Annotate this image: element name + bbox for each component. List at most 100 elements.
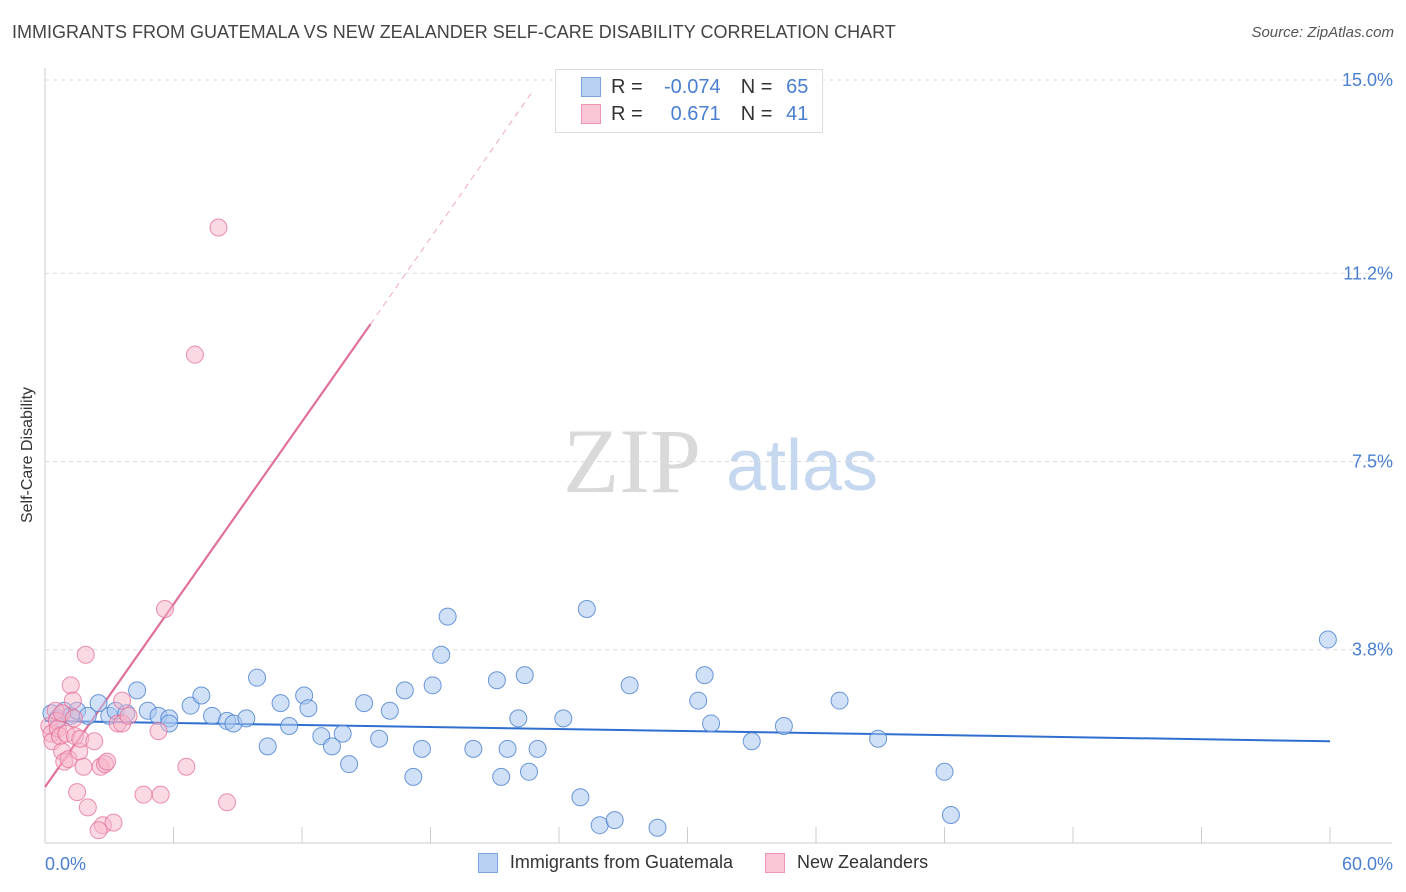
data-point-guatemala xyxy=(248,668,267,687)
data-point-new-zealander xyxy=(185,345,204,364)
data-point-guatemala xyxy=(528,739,547,758)
legend-n-value: 65 xyxy=(786,75,809,98)
data-point-guatemala xyxy=(1318,630,1337,649)
data-point-guatemala xyxy=(554,709,573,728)
data-point-new-zealander xyxy=(61,676,80,695)
y-tick-label: 7.5% xyxy=(1352,452,1393,472)
data-point-new-zealander xyxy=(74,757,93,776)
data-point-new-zealander xyxy=(149,722,168,741)
data-point-new-zealander xyxy=(177,757,196,776)
data-points xyxy=(40,218,1337,840)
data-point-guatemala xyxy=(830,691,849,710)
legend-series-name: New Zealanders xyxy=(797,852,929,872)
legend-item-new-zealanders[interactable]: New Zealanders xyxy=(765,852,928,873)
data-point-guatemala xyxy=(487,671,506,690)
y-tick-label: 3.8% xyxy=(1352,640,1393,660)
data-point-new-zealander xyxy=(98,752,117,771)
data-point-new-zealander xyxy=(104,813,123,832)
data-point-new-zealander xyxy=(155,600,174,619)
legend-row-new-zealanders: R = 0.671 N = 41 xyxy=(581,101,808,127)
data-point-guatemala xyxy=(271,694,290,713)
x-tick-label: 0.0% xyxy=(45,854,86,874)
data-point-guatemala xyxy=(509,709,528,728)
data-point-new-zealander xyxy=(64,709,83,728)
legend-row-guatemala: R = -0.074 N = 65 xyxy=(581,74,808,100)
data-point-guatemala xyxy=(333,724,352,743)
data-point-guatemala xyxy=(438,607,457,626)
data-point-guatemala xyxy=(192,686,211,705)
legend-item-guatemala[interactable]: Immigrants from Guatemala xyxy=(477,852,733,873)
data-point-new-zealander xyxy=(89,821,108,840)
trend-line-guatemala xyxy=(44,719,1331,743)
source-label: Source: ZipAtlas.com xyxy=(1251,24,1394,41)
legend-swatch-blue xyxy=(477,852,498,873)
legend-n-label: N = xyxy=(740,102,773,125)
chart-title: IMMIGRANTS FROM GUATEMALA VS NEW ZEALAND… xyxy=(12,22,896,42)
legend-r-label: R = xyxy=(611,75,643,98)
data-point-new-zealander xyxy=(209,218,228,237)
data-point-guatemala xyxy=(492,767,511,786)
watermark-atlas: atlas xyxy=(726,426,878,506)
data-point-new-zealander xyxy=(76,645,95,664)
data-point-guatemala xyxy=(432,645,451,664)
data-point-guatemala xyxy=(577,600,596,619)
data-point-new-zealander xyxy=(85,732,104,751)
data-point-new-zealander xyxy=(78,798,97,817)
data-point-new-zealander xyxy=(68,783,87,802)
data-point-guatemala xyxy=(648,818,667,837)
series-legend: Immigrants from Guatemala New Zealanders xyxy=(0,852,1406,873)
data-point-guatemala xyxy=(742,732,761,751)
legend-series-name: Immigrants from Guatemala xyxy=(509,852,733,872)
data-point-guatemala xyxy=(935,762,954,781)
data-point-guatemala xyxy=(237,709,256,728)
legend-r-label: R = xyxy=(611,102,643,125)
data-point-guatemala xyxy=(89,694,108,713)
data-point-guatemala xyxy=(395,681,414,700)
trend-line-new-zealanders-extension xyxy=(370,89,534,325)
data-point-new-zealander xyxy=(113,691,132,710)
data-point-guatemala xyxy=(620,676,639,695)
grid xyxy=(45,79,1392,651)
data-point-guatemala xyxy=(571,788,590,807)
legend-n-label: N = xyxy=(740,75,773,98)
data-point-guatemala xyxy=(689,691,708,710)
data-point-guatemala xyxy=(380,701,399,720)
data-point-guatemala xyxy=(203,706,222,725)
legend-swatch-pink xyxy=(765,852,785,873)
data-point-guatemala xyxy=(520,762,539,781)
legend-swatch-pink xyxy=(581,104,601,124)
data-point-guatemala xyxy=(464,739,483,758)
data-point-guatemala xyxy=(941,806,960,825)
data-point-guatemala xyxy=(370,729,389,748)
tick-labels: 3.8% 7.5% 11.2% 15.0% 0.0% 60.0% xyxy=(45,70,1393,874)
data-point-guatemala xyxy=(515,666,534,685)
data-point-new-zealander xyxy=(218,793,237,812)
data-point-guatemala xyxy=(774,717,793,736)
data-point-guatemala xyxy=(299,699,318,718)
data-point-guatemala xyxy=(404,767,423,786)
data-point-guatemala xyxy=(258,737,277,756)
data-point-guatemala xyxy=(702,714,721,733)
data-point-guatemala xyxy=(280,717,299,736)
data-point-guatemala xyxy=(498,739,517,758)
data-point-guatemala xyxy=(355,694,374,713)
legend-r-value: -0.074 xyxy=(663,75,721,98)
correlation-legend: R = -0.074 N = 65 R = 0.671 N = 41 xyxy=(555,69,823,133)
data-point-new-zealander xyxy=(63,691,82,710)
y-tick-label: 15.0% xyxy=(1342,70,1393,90)
data-point-guatemala xyxy=(412,739,431,758)
legend-r-value: 0.671 xyxy=(670,102,721,125)
data-point-guatemala xyxy=(869,729,888,748)
data-point-new-zealander xyxy=(151,785,170,804)
y-tick-label: 11.2% xyxy=(1343,263,1393,283)
data-point-guatemala xyxy=(605,811,624,830)
data-point-guatemala xyxy=(340,755,359,774)
data-point-new-zealander xyxy=(134,785,153,804)
data-point-guatemala xyxy=(590,816,609,835)
data-point-guatemala xyxy=(695,666,714,685)
legend-swatch-blue xyxy=(581,77,601,97)
data-point-new-zealander xyxy=(119,706,138,725)
legend-n-value: 41 xyxy=(786,102,809,125)
watermark: ZIP atlas xyxy=(563,410,878,512)
